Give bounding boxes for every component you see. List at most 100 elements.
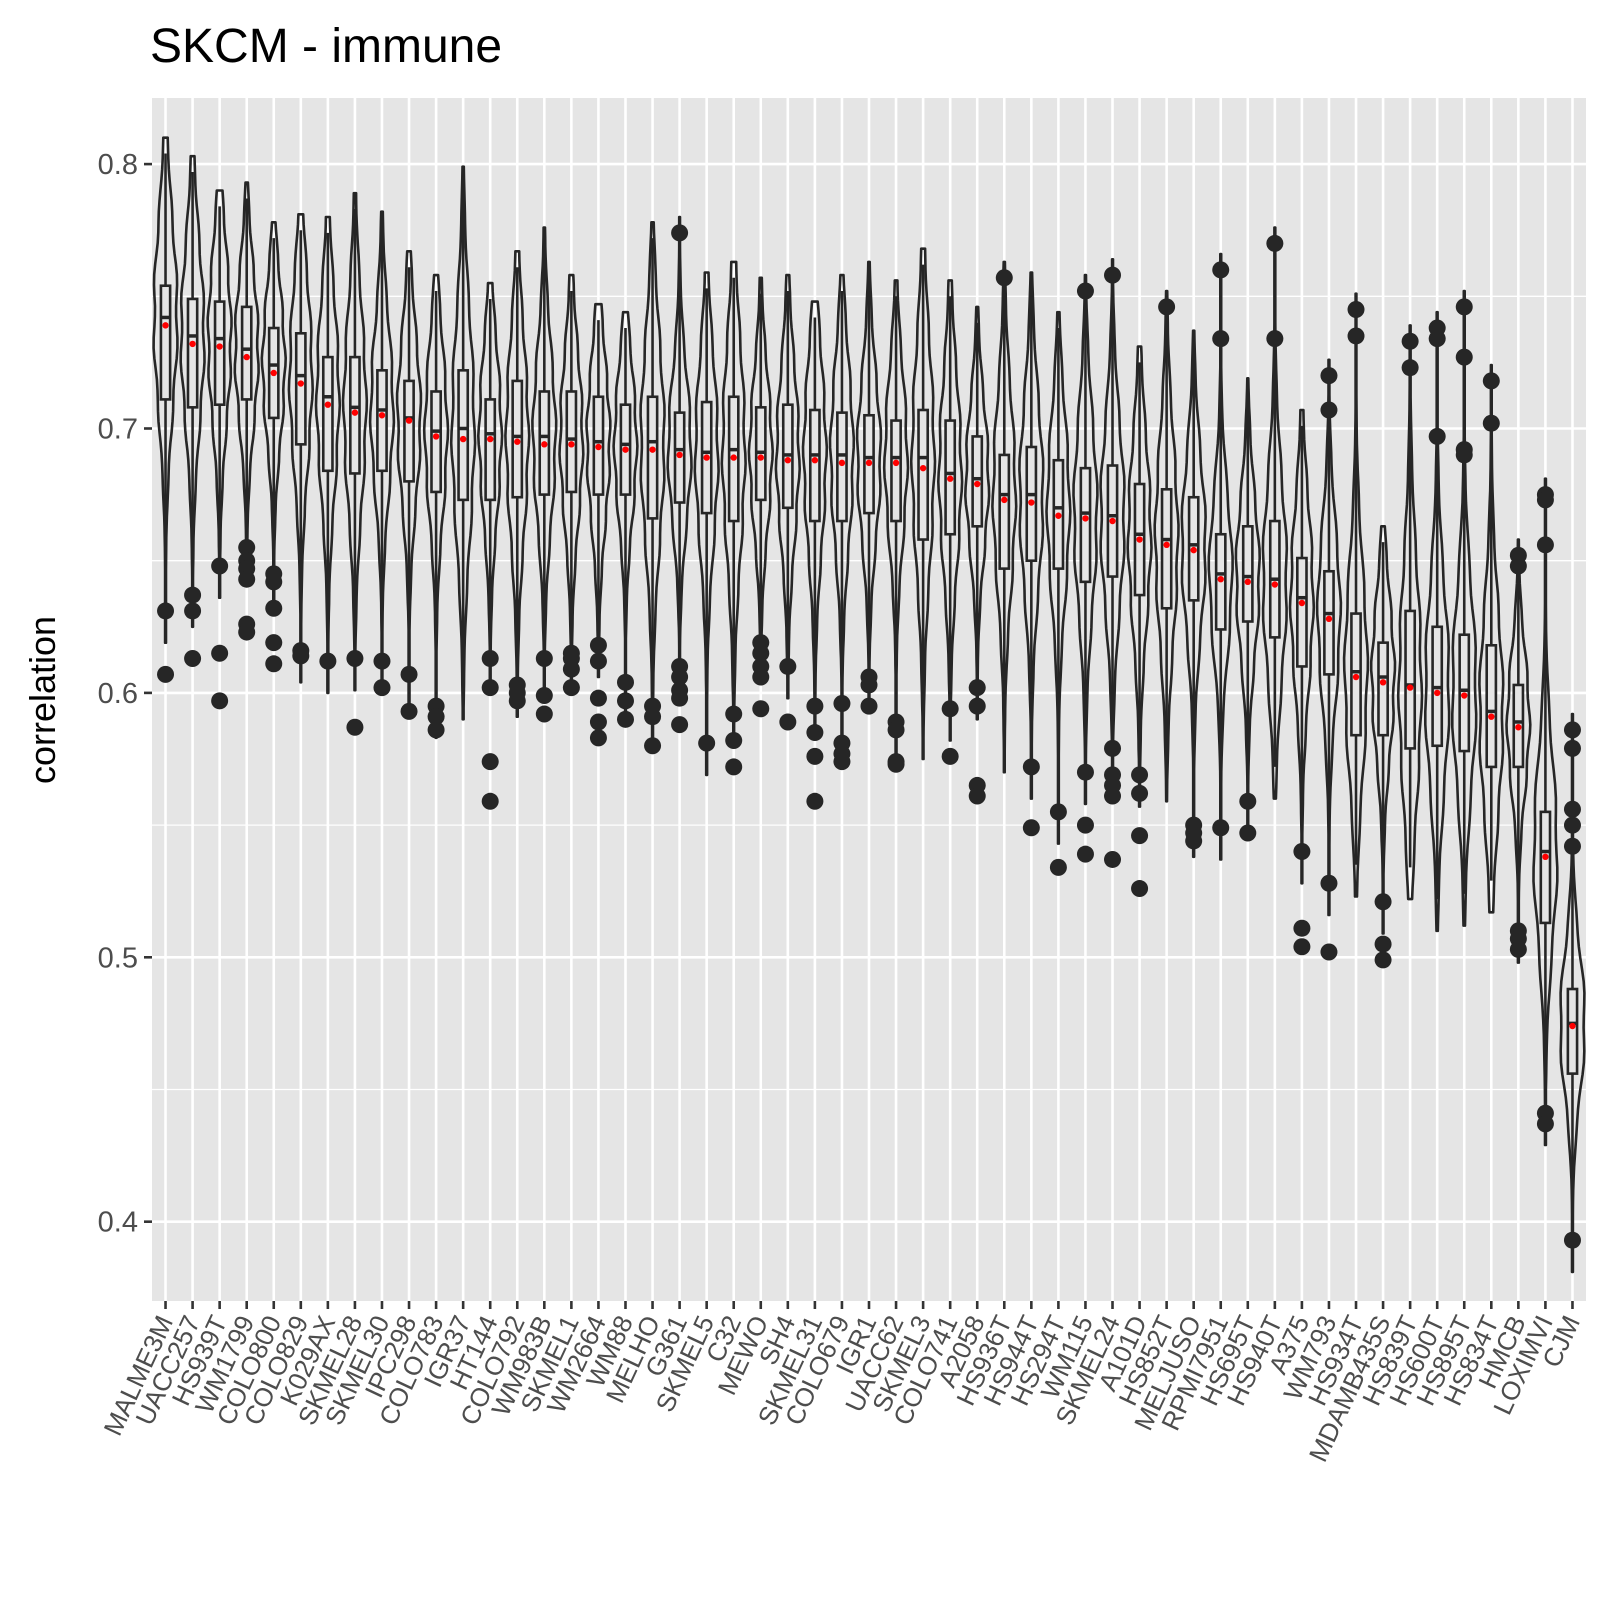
outlier-point	[1401, 359, 1419, 377]
mean-point	[324, 401, 332, 408]
mean-point	[1379, 679, 1387, 686]
outlier-point	[752, 668, 770, 686]
violin-skmel24	[1099, 258, 1126, 868]
outlier-point	[725, 731, 743, 749]
iqr-box	[321, 355, 334, 473]
outlier-point	[373, 679, 391, 697]
mean-point	[757, 454, 764, 461]
outlier-point	[1320, 943, 1338, 961]
outlier-point	[1104, 739, 1122, 757]
outlier-point	[1536, 491, 1554, 509]
iqr-box	[1539, 810, 1552, 925]
y-tick-label: 0.4	[98, 1207, 138, 1239]
violin-wm2664	[585, 302, 612, 747]
iqr-box	[376, 369, 388, 473]
outlier-point	[968, 679, 986, 697]
outlier-point	[535, 687, 553, 705]
iqr-box	[808, 408, 821, 523]
outlier-point	[1293, 938, 1311, 956]
violin-colo741	[937, 279, 964, 765]
violin-hs934t	[1342, 292, 1370, 898]
mean-point	[1028, 499, 1035, 506]
iqr-box	[159, 284, 172, 401]
mean-point	[1461, 692, 1468, 699]
violin-hs895t	[1451, 289, 1478, 927]
outlier-point	[535, 705, 553, 723]
y-axis: 0.4 0.5 0.6 0.7 0.8	[98, 149, 152, 1239]
violin-outline	[1424, 310, 1451, 933]
y-tick-label: 0.6	[98, 678, 138, 710]
violin-outline	[747, 276, 774, 676]
outlier-point	[860, 676, 878, 694]
outlier-point	[184, 602, 202, 620]
iqr-box	[1323, 569, 1335, 676]
violin-outline	[1018, 271, 1045, 800]
iqr-box	[294, 332, 307, 446]
mean-point	[1109, 517, 1116, 525]
outlier-point	[1212, 330, 1230, 348]
mean-point	[1542, 853, 1549, 861]
mean-point	[487, 435, 494, 443]
outlier-point	[1428, 427, 1446, 445]
mean-point	[1244, 578, 1251, 586]
outlier-point	[698, 734, 716, 752]
outlier-point	[887, 721, 905, 739]
iqr-box	[646, 395, 659, 520]
violin-colo783	[422, 273, 450, 740]
mean-point	[1406, 684, 1414, 691]
violin-sh4	[774, 273, 801, 731]
mean-point	[432, 433, 440, 440]
outlier-point	[1076, 816, 1094, 834]
outlier-point	[1563, 800, 1581, 818]
mean-point	[1136, 536, 1143, 543]
violin-ipc298	[395, 250, 423, 720]
outlier-point	[752, 644, 770, 662]
mean-point	[1190, 546, 1197, 554]
outlier-point	[1374, 893, 1392, 911]
outlier-point	[346, 718, 364, 736]
outlier-point	[1049, 858, 1067, 876]
outlier-point	[1131, 766, 1149, 784]
violin-mdamb435s	[1369, 525, 1397, 969]
violin-outline	[449, 165, 477, 721]
violin-skmel3	[909, 247, 937, 761]
violin-outline	[964, 305, 991, 721]
outlier-point	[211, 644, 229, 662]
iqr-box	[430, 390, 442, 494]
violin-ht144	[477, 281, 504, 810]
mean-point	[459, 435, 467, 443]
outlier-point	[238, 623, 256, 641]
violin-outline	[422, 273, 450, 740]
outlier-point	[806, 697, 824, 715]
outlier-point	[806, 724, 824, 742]
outlier-point	[1563, 837, 1581, 855]
mean-point	[162, 322, 169, 329]
violin-malme3m	[152, 136, 179, 683]
violin-outline	[882, 279, 910, 755]
outlier-point	[589, 713, 607, 731]
mean-point	[919, 464, 927, 472]
mean-point	[1001, 496, 1008, 504]
violin-outline	[1126, 345, 1153, 808]
violin-outline	[1288, 408, 1316, 885]
outlier-point	[1022, 819, 1040, 837]
y-tick-label: 0.8	[98, 149, 138, 181]
outlier-point	[1428, 330, 1446, 348]
mean-point	[1515, 724, 1522, 731]
violin-hs944t	[1018, 271, 1045, 837]
outlier-point	[481, 753, 499, 771]
outlier-point	[400, 702, 418, 720]
y-tick-label: 0.7	[98, 413, 138, 445]
outlier-point	[1563, 739, 1581, 757]
violin-outline	[531, 226, 558, 692]
iqr-box	[240, 305, 253, 401]
mean-point	[1325, 615, 1333, 623]
violin-mewo	[747, 276, 774, 718]
outlier-point	[373, 652, 391, 670]
iqr-box	[1160, 488, 1173, 610]
outlier-point	[833, 694, 851, 712]
violin-outline	[666, 215, 693, 700]
outlier-point	[184, 586, 202, 604]
outlier-point	[1266, 330, 1284, 348]
violin-hmcb	[1505, 538, 1532, 964]
